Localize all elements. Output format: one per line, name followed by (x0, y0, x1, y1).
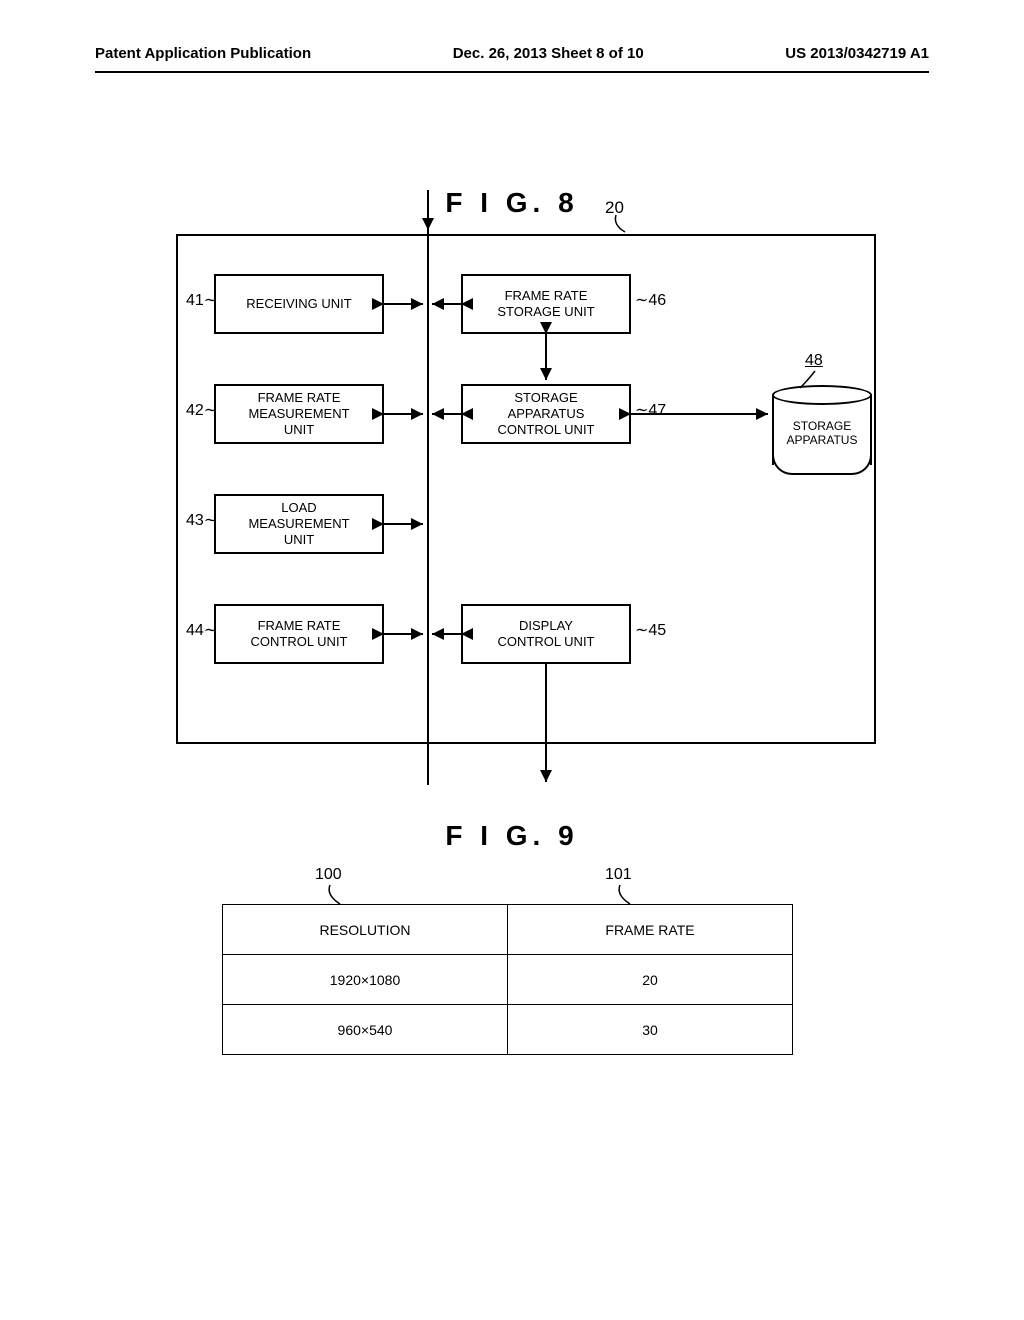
cell-r0-c1: 20 (508, 955, 793, 1005)
fig9-title: F I G. 9 (0, 820, 1024, 852)
col-header-frame-rate: FRAME RATE (508, 905, 793, 955)
fig8-arrows-icon (0, 0, 1024, 800)
page: Patent Application Publication Dec. 26, … (0, 0, 1024, 1320)
cell-r1-c1: 30 (508, 1005, 793, 1055)
fig9-table: RESOLUTION FRAME RATE 1920×1080 20 960×5… (222, 904, 793, 1055)
table-header-row: RESOLUTION FRAME RATE (223, 905, 793, 955)
cell-r0-c0: 1920×1080 (223, 955, 508, 1005)
cell-r1-c0: 960×540 (223, 1005, 508, 1055)
col-header-resolution: RESOLUTION (223, 905, 508, 955)
table-row: 1920×1080 20 (223, 955, 793, 1005)
table-row: 960×540 30 (223, 1005, 793, 1055)
